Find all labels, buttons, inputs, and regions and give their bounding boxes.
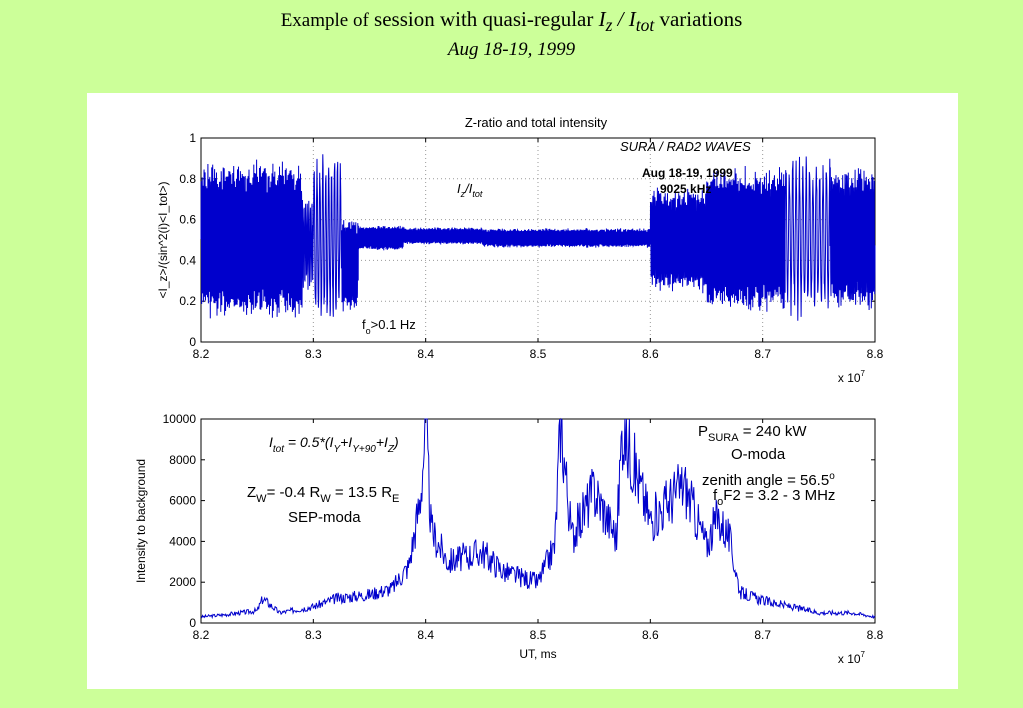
chart2-x-multiplier-exp: 7 <box>861 650 866 659</box>
chart1-freq-label: 9025 kHz <box>660 182 711 196</box>
fof2-rest: F2 = 3.2 - 3 MHz <box>723 487 835 504</box>
formula-main: I <box>269 434 273 450</box>
figure-panel: Z-ratio and total intensity 8.2 8.3 8.4 8.5… <box>87 93 958 689</box>
chart2-ylabel: Intensity to background <box>134 459 148 583</box>
chart2-formula: Itot = 0.5*(IY+IY+90+IZ) <box>269 434 399 455</box>
formula-sub-y: Y <box>333 444 341 455</box>
title-var2: Itot <box>628 7 654 35</box>
title-var2-main: I <box>628 7 636 31</box>
chart2-xtick-label: 8.8 <box>867 628 884 642</box>
power-sub: SURA <box>708 432 739 444</box>
figure-svg: Z-ratio and total intensity 8.2 8.3 8.4 8.5… <box>134 115 884 666</box>
chart2-x-multiplier-base: x 10 <box>838 652 861 666</box>
chart2-series-line <box>200 417 876 620</box>
chart1-ytick-label: 0.2 <box>179 294 196 308</box>
chart1-series-label-slash: /I <box>464 181 473 196</box>
chart2-xlabel: UT, ms <box>519 647 556 661</box>
formula-sub-y90: Y+90 <box>352 444 376 455</box>
chart-intensity: 8.2 8.3 8.4 8.5 8.6 8.7 8.8 0 2000 4000 6000 8000 10… <box>134 412 884 666</box>
chart-z-ratio: Z-ratio and total intensity 8.2 8.3 8.4 8.5… <box>156 115 884 385</box>
chart1-date-label: Aug 18-19, 1999 <box>642 166 733 180</box>
chart1-xtick-label: 8.3 <box>305 347 322 361</box>
chart2-ytick-label: 2000 <box>169 575 196 589</box>
re-sub: E <box>392 493 399 505</box>
chart1-xtick-label: 8.4 <box>417 347 434 361</box>
chart2-ytick-label: 0 <box>189 616 196 630</box>
rw-rest: = 13.5 R <box>331 484 392 501</box>
chart1-filter-main: f <box>362 317 366 332</box>
chart1-filter-sub: o <box>366 326 371 336</box>
chart2-sep-mode: SEP-moda <box>288 509 361 526</box>
formula-sub: tot <box>273 444 285 455</box>
chart2-xtick-label: 8.4 <box>417 628 434 642</box>
chart1-ytick-label: 0.4 <box>179 253 196 267</box>
chart2-xtick-label: 8.2 <box>193 628 210 642</box>
chart2-ticks: 8.2 8.3 8.4 8.5 8.6 8.7 8.8 0 2000 4000 6000 8000 10… <box>163 412 884 642</box>
chart1-series-label: Iz/Itot <box>457 181 483 199</box>
chart1-xtick-label: 8.7 <box>754 347 771 361</box>
chart2-ytick-label: 10000 <box>163 412 197 426</box>
title-var: Iz <box>598 7 613 35</box>
chart2-ytick-label: 4000 <box>169 534 196 548</box>
title-suffix: variations <box>659 7 743 31</box>
chart2-fof2-label: foF2 = 3.2 - 3 MHz <box>713 487 835 508</box>
chart2-xtick-label: 8.3 <box>305 628 322 642</box>
chart1-series-label-sub2: tot <box>472 189 483 199</box>
chart1-source-label: SURA / RAD2 WAVES <box>620 139 751 154</box>
chart2-xtick-label: 8.7 <box>754 628 771 642</box>
zenith-text: zenith angle = 56.5 <box>702 472 829 489</box>
chart1-series-label-main: I <box>457 181 461 196</box>
chart1-ytick-label: 0.8 <box>179 172 196 186</box>
zw-sub: W <box>256 493 267 505</box>
chart2-zw-label: ZW= -0.4 RW = 13.5 RE <box>247 484 399 505</box>
formula-close: ) <box>392 434 399 450</box>
title-slash: / <box>617 7 624 31</box>
chart1-ytick-label: 1 <box>189 131 196 145</box>
chart2-ytick-label: 8000 <box>169 453 196 467</box>
chart1-xtick-label: 8.8 <box>867 347 884 361</box>
chart1-x-multiplier: x 107 <box>838 369 866 385</box>
title-var2-sub: tot <box>635 15 655 36</box>
chart1-x-multiplier-base: x 10 <box>838 371 861 385</box>
chart2-ytick-label: 6000 <box>169 494 196 508</box>
slide-subtitle: Aug 18-19, 1999 <box>447 39 576 61</box>
zw-main: Z <box>247 484 256 501</box>
formula-plus: +I <box>340 434 352 450</box>
chart2-zenith-label: zenith angle = 56.5o <box>702 471 835 489</box>
power-main: P <box>698 423 708 440</box>
fof2-sub: o <box>717 496 723 508</box>
chart1-ylabel: <I_z>/(sin^2(i)<I_tot>) <box>156 181 170 298</box>
chart1-ytick-label: 0.6 <box>179 213 196 227</box>
chart1-x-multiplier-exp: 7 <box>861 369 866 378</box>
title-var-main: I <box>598 7 606 31</box>
chart2-power-label: PSURA = 240 kW <box>698 423 807 444</box>
power-rest: = 240 kW <box>739 423 808 440</box>
chart1-ticks: 8.2 8.3 8.4 8.5 8.6 8.7 8.8 0 0.2 0.4 0.6 0.8 1 <box>179 131 883 361</box>
formula-rest: = 0.5*(I <box>284 434 334 450</box>
fof2-main: f <box>713 487 718 504</box>
chart1-title: Z-ratio and total intensity <box>465 115 608 130</box>
zw-rest: = -0.4 R <box>267 484 321 501</box>
formula-sub-z: Z <box>387 444 395 455</box>
chart1-ytick-label: 0 <box>189 335 196 349</box>
chart1-filter-rest: >0.1 Hz <box>371 317 416 332</box>
chart1-series-label-sub1: z <box>460 189 466 199</box>
chart1-xtick-label: 8.5 <box>530 347 547 361</box>
formula-plus2: +I <box>376 434 388 450</box>
chart2-xtick-label: 8.5 <box>530 628 547 642</box>
chart1-xtick-label: 8.6 <box>642 347 659 361</box>
title-middle: session with quasi-regular <box>374 7 594 31</box>
chart1-xtick-label: 8.2 <box>193 347 210 361</box>
rw-sub: W <box>320 493 331 505</box>
slide-title: Example of session with quasi-regular Iz… <box>0 6 1023 62</box>
chart2-xtick-label: 8.6 <box>642 628 659 642</box>
chart1-filter-label: fo>0.1 Hz <box>362 317 416 336</box>
zenith-deg: o <box>829 471 835 482</box>
chart2-x-multiplier: x 107 <box>838 650 866 666</box>
title-prefix: Example of <box>280 10 369 31</box>
slide-title-line: Example of session with quasi-regular Iz… <box>0 6 1023 38</box>
chart2-o-mode: O-moda <box>731 446 786 463</box>
title-var-sub: z <box>605 15 613 36</box>
chart1-series-line <box>200 154 876 321</box>
